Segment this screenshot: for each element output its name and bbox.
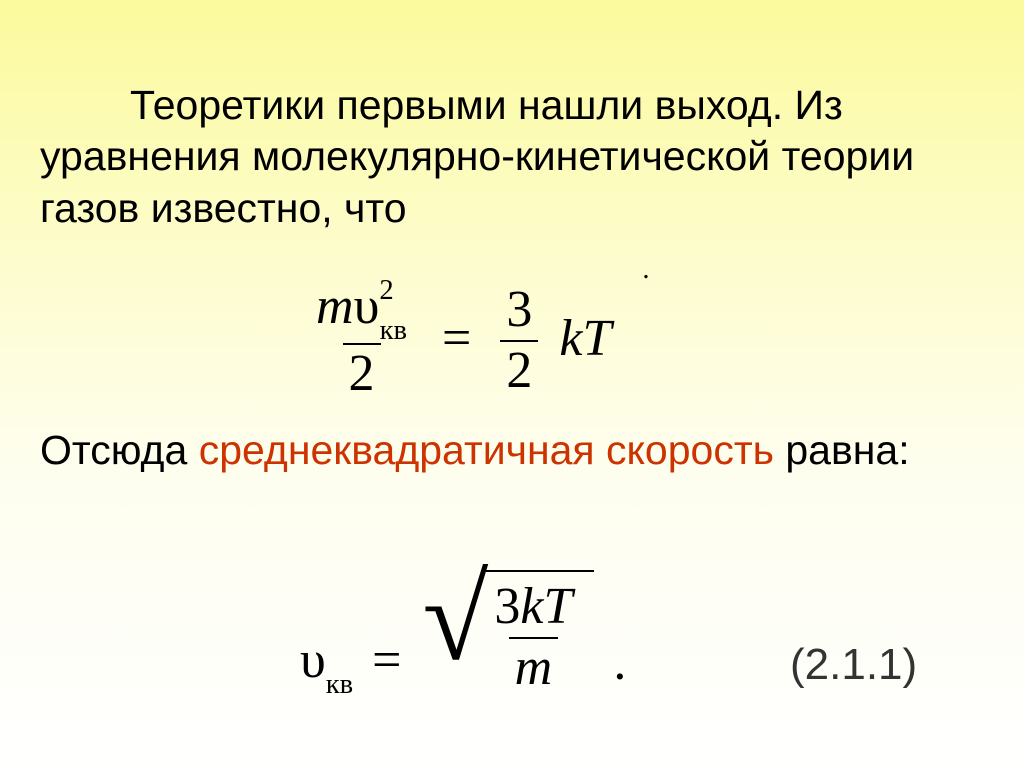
eq1-T: T <box>582 310 611 367</box>
eq1-sub: кв <box>380 315 407 346</box>
paragraph-1: Теоретики первыми нашли выход. Из уравне… <box>40 80 964 234</box>
eq1-rhs-frac: 3 2 <box>500 283 538 398</box>
eq1-rhs-num: 3 <box>500 283 538 340</box>
para2-post: равна: <box>774 427 910 473</box>
eq1-equals: = <box>426 310 487 367</box>
eq2-period: . <box>607 634 626 691</box>
para2-pre: Отсюда <box>40 427 199 473</box>
equation-number: (2.1.1) <box>790 640 917 690</box>
paragraph-2: Отсюда среднеквадратичная скорость равна… <box>40 425 964 476</box>
eq2-v: υ <box>300 632 326 689</box>
eq1-rhs-den: 2 <box>500 340 538 399</box>
eq1-k: k <box>559 310 582 367</box>
eq1-m: m <box>316 278 354 335</box>
eq1-lhs-frac: mυ2кв 2 <box>310 280 413 402</box>
eq2-T: T <box>543 578 572 635</box>
sqrt-symbol: √ <box>422 568 488 703</box>
eq2-equals: = <box>366 632 409 689</box>
equation-2: υкв = √ 3kT m . <box>300 560 626 695</box>
para2-highlight: среднеквадратичная скорость <box>199 427 774 473</box>
eq1-lhs-den: 2 <box>343 343 381 402</box>
eq1-v: υ <box>354 278 380 335</box>
eq2-k: k <box>520 578 543 635</box>
sqrt-body: 3kT m <box>482 570 594 695</box>
para1-text: Теоретики первыми нашли выход. Из уравне… <box>40 82 914 231</box>
sqrt: √ 3kT m <box>422 560 594 695</box>
eq1-period: . <box>624 254 649 285</box>
slide: Теоретики первыми нашли выход. Из уравне… <box>0 0 1024 767</box>
eq2-sub: кв <box>326 669 353 700</box>
eq2-frac: 3kT m <box>488 580 578 695</box>
equation-1: mυ2кв 2 = 3 2 kT . <box>310 280 650 402</box>
eq2-3: 3 <box>494 578 520 635</box>
eq1-sup: 2 <box>379 275 393 306</box>
eq2-m: m <box>515 639 553 696</box>
